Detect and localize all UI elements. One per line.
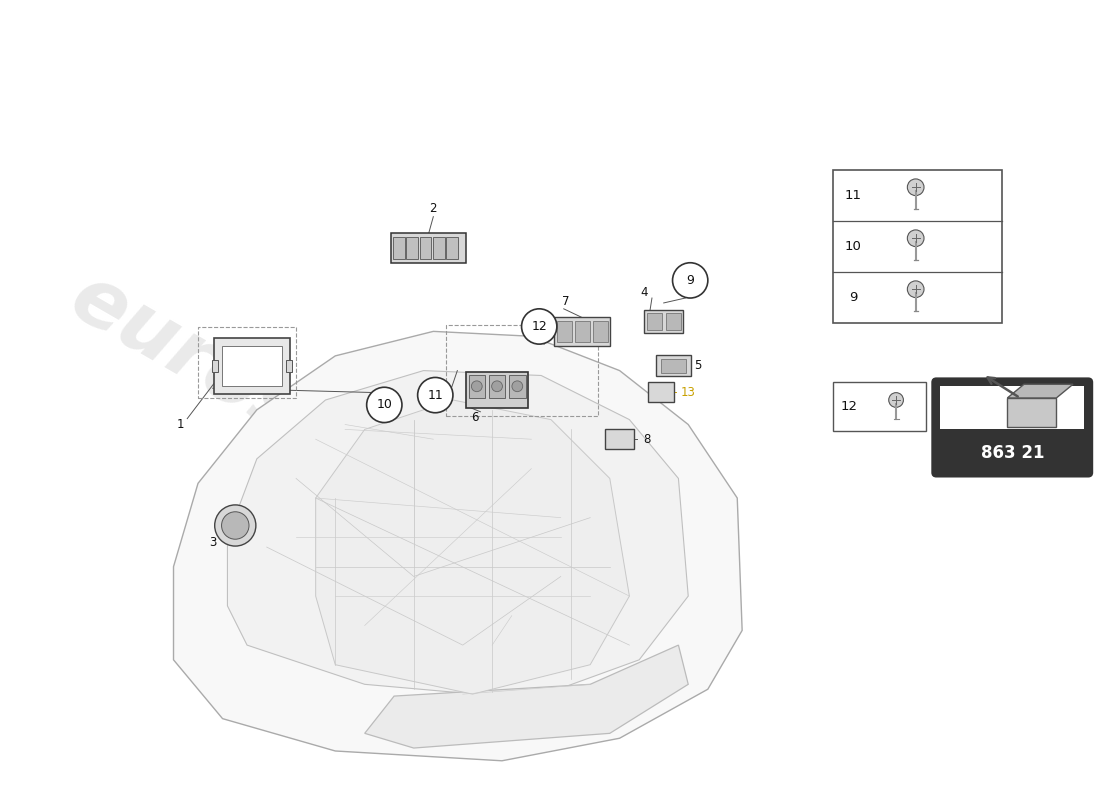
Text: 13: 13 bbox=[681, 386, 695, 398]
FancyBboxPatch shape bbox=[212, 360, 218, 371]
Polygon shape bbox=[365, 645, 689, 748]
FancyBboxPatch shape bbox=[557, 321, 572, 342]
Text: 9: 9 bbox=[849, 290, 857, 303]
FancyBboxPatch shape bbox=[656, 355, 691, 377]
Polygon shape bbox=[228, 370, 689, 699]
FancyBboxPatch shape bbox=[465, 372, 528, 408]
Circle shape bbox=[492, 381, 503, 392]
Text: 8: 8 bbox=[644, 433, 651, 446]
FancyBboxPatch shape bbox=[554, 317, 610, 346]
Text: 11: 11 bbox=[428, 389, 443, 402]
Polygon shape bbox=[1008, 398, 1056, 427]
Text: 9: 9 bbox=[686, 274, 694, 287]
FancyBboxPatch shape bbox=[286, 360, 292, 371]
FancyBboxPatch shape bbox=[419, 237, 431, 259]
Text: 863 21: 863 21 bbox=[980, 444, 1044, 462]
Circle shape bbox=[908, 230, 924, 246]
FancyBboxPatch shape bbox=[393, 237, 405, 259]
FancyBboxPatch shape bbox=[406, 237, 418, 259]
FancyBboxPatch shape bbox=[214, 338, 289, 394]
FancyBboxPatch shape bbox=[933, 378, 1092, 477]
Text: 5: 5 bbox=[694, 359, 702, 372]
Text: 7: 7 bbox=[562, 295, 570, 309]
Circle shape bbox=[908, 281, 924, 298]
Text: 12: 12 bbox=[531, 320, 547, 333]
Text: eurospares: eurospares bbox=[56, 258, 536, 581]
FancyBboxPatch shape bbox=[940, 386, 1085, 430]
FancyBboxPatch shape bbox=[432, 237, 444, 259]
Polygon shape bbox=[1008, 384, 1072, 398]
Circle shape bbox=[512, 381, 522, 392]
Circle shape bbox=[366, 387, 402, 422]
FancyBboxPatch shape bbox=[648, 382, 673, 402]
FancyBboxPatch shape bbox=[390, 234, 466, 262]
Circle shape bbox=[214, 505, 256, 546]
Text: 3: 3 bbox=[209, 536, 217, 549]
Text: 11: 11 bbox=[845, 189, 861, 202]
Circle shape bbox=[889, 393, 903, 407]
FancyBboxPatch shape bbox=[469, 374, 485, 398]
Polygon shape bbox=[174, 331, 742, 761]
FancyBboxPatch shape bbox=[447, 237, 458, 259]
FancyBboxPatch shape bbox=[834, 382, 926, 431]
Circle shape bbox=[908, 179, 924, 195]
Text: 2: 2 bbox=[430, 202, 437, 215]
Polygon shape bbox=[316, 400, 629, 694]
FancyBboxPatch shape bbox=[575, 321, 590, 342]
Text: 10: 10 bbox=[845, 239, 861, 253]
FancyBboxPatch shape bbox=[661, 359, 686, 373]
Text: 6: 6 bbox=[471, 411, 478, 424]
Circle shape bbox=[418, 378, 453, 413]
Text: 4: 4 bbox=[640, 286, 648, 298]
Circle shape bbox=[521, 309, 557, 344]
FancyBboxPatch shape bbox=[645, 310, 683, 334]
Circle shape bbox=[221, 512, 249, 539]
FancyBboxPatch shape bbox=[605, 430, 635, 449]
Text: 12: 12 bbox=[840, 400, 858, 414]
FancyBboxPatch shape bbox=[509, 374, 526, 398]
FancyBboxPatch shape bbox=[834, 170, 1002, 322]
FancyBboxPatch shape bbox=[222, 346, 282, 386]
FancyBboxPatch shape bbox=[593, 321, 608, 342]
Circle shape bbox=[672, 262, 707, 298]
Text: a passion for parts since 1985: a passion for parts since 1985 bbox=[304, 518, 563, 636]
Text: 1: 1 bbox=[177, 418, 184, 431]
Circle shape bbox=[472, 381, 482, 392]
FancyBboxPatch shape bbox=[488, 374, 505, 398]
Text: 10: 10 bbox=[376, 398, 393, 411]
FancyBboxPatch shape bbox=[666, 313, 681, 330]
FancyBboxPatch shape bbox=[647, 313, 662, 330]
